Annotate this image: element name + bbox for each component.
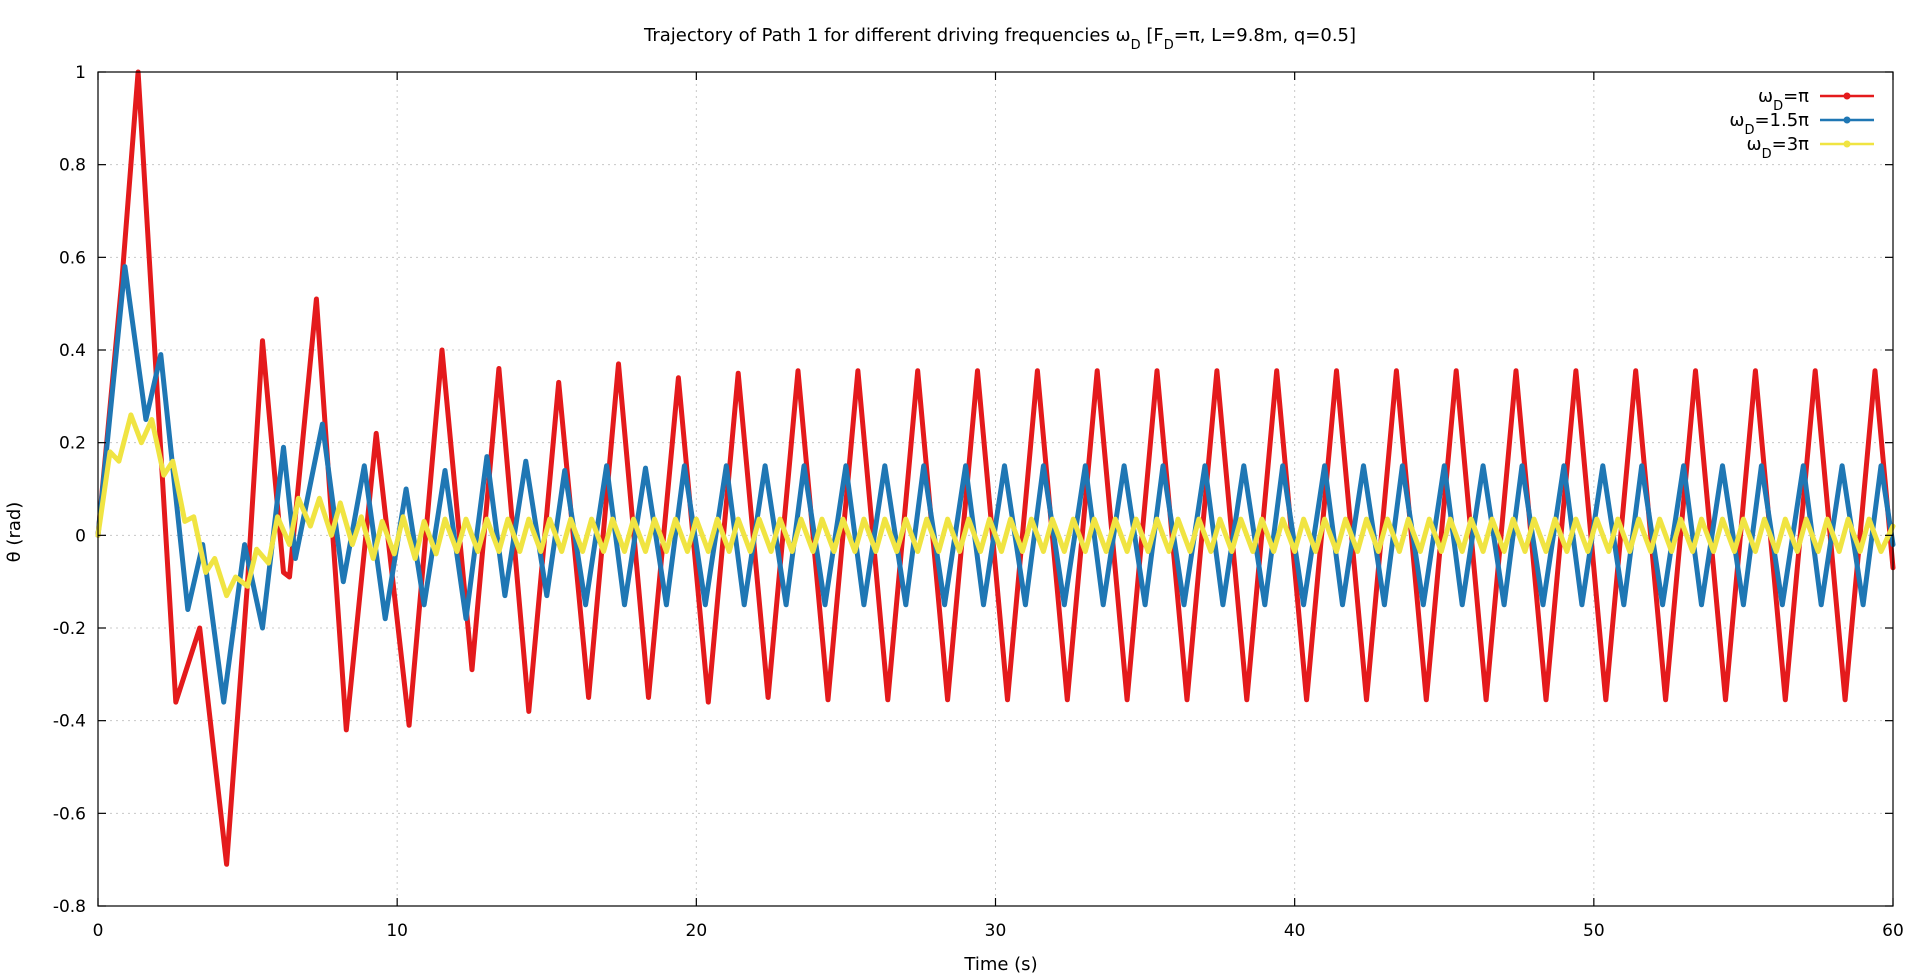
chart-title: Trajectory of Path 1 for different drivi… <box>643 25 1356 53</box>
x-tick-label: 50 <box>1583 921 1605 941</box>
legend-label-part: =3π <box>1772 134 1810 155</box>
y-tick-label: -0.8 <box>53 897 86 917</box>
y-tick-label: 0.2 <box>59 434 86 454</box>
x-tick-label: 30 <box>985 921 1007 941</box>
y-tick-label: 0.6 <box>59 248 86 268</box>
y-tick-label: 1 <box>75 63 86 83</box>
x-axis-label: Time (s) <box>963 954 1037 975</box>
x-tick-label: 10 <box>386 921 408 941</box>
x-tick-label: 40 <box>1284 921 1306 941</box>
y-tick-label: -0.2 <box>53 619 86 639</box>
series-line-3 <box>95 412 1896 599</box>
y-tick-label: -0.6 <box>53 804 86 824</box>
legend-marker-2 <box>1843 116 1851 124</box>
legend-entry-label-2: ωD=1.5π <box>1729 110 1809 138</box>
x-tick-label: 60 <box>1882 921 1904 941</box>
legend-label-part: =π <box>1783 86 1809 107</box>
y-tick-label: 0.8 <box>59 156 86 176</box>
axis-ticks: 0 10 20 30 40 50 60 -0.8 -0.6 -0.4 -0.2 0 0.2 0.4 0.6 0… <box>53 63 1904 941</box>
y-tick-label: 0.4 <box>59 341 86 361</box>
legend-label-subscript: D <box>1773 99 1783 114</box>
legend-label-part: ω <box>1729 110 1744 131</box>
grid-lines <box>98 72 1893 906</box>
series-line-2 <box>95 264 1896 705</box>
legend-marker-1 <box>1843 92 1851 100</box>
legend-label-part: ω <box>1758 86 1773 107</box>
y-tick-label: 0 <box>75 526 86 546</box>
x-tick-label: 0 <box>93 921 104 941</box>
x-tick-label: 20 <box>686 921 708 941</box>
y-axis-label: θ (rad) <box>4 502 25 563</box>
legend-entry-label-1: ωD=π <box>1758 86 1809 114</box>
legend-label-subscript: D <box>1744 123 1754 138</box>
legend-label-subscript: D <box>1762 147 1772 162</box>
legend-label-part: =1.5π <box>1754 110 1809 131</box>
legend-marker-3 <box>1843 140 1851 148</box>
legend-entry-label-3: ωD=3π <box>1747 134 1810 162</box>
plot-area <box>95 69 1896 867</box>
y-tick-label: -0.4 <box>53 712 86 732</box>
legend-label-part: ω <box>1747 134 1762 155</box>
